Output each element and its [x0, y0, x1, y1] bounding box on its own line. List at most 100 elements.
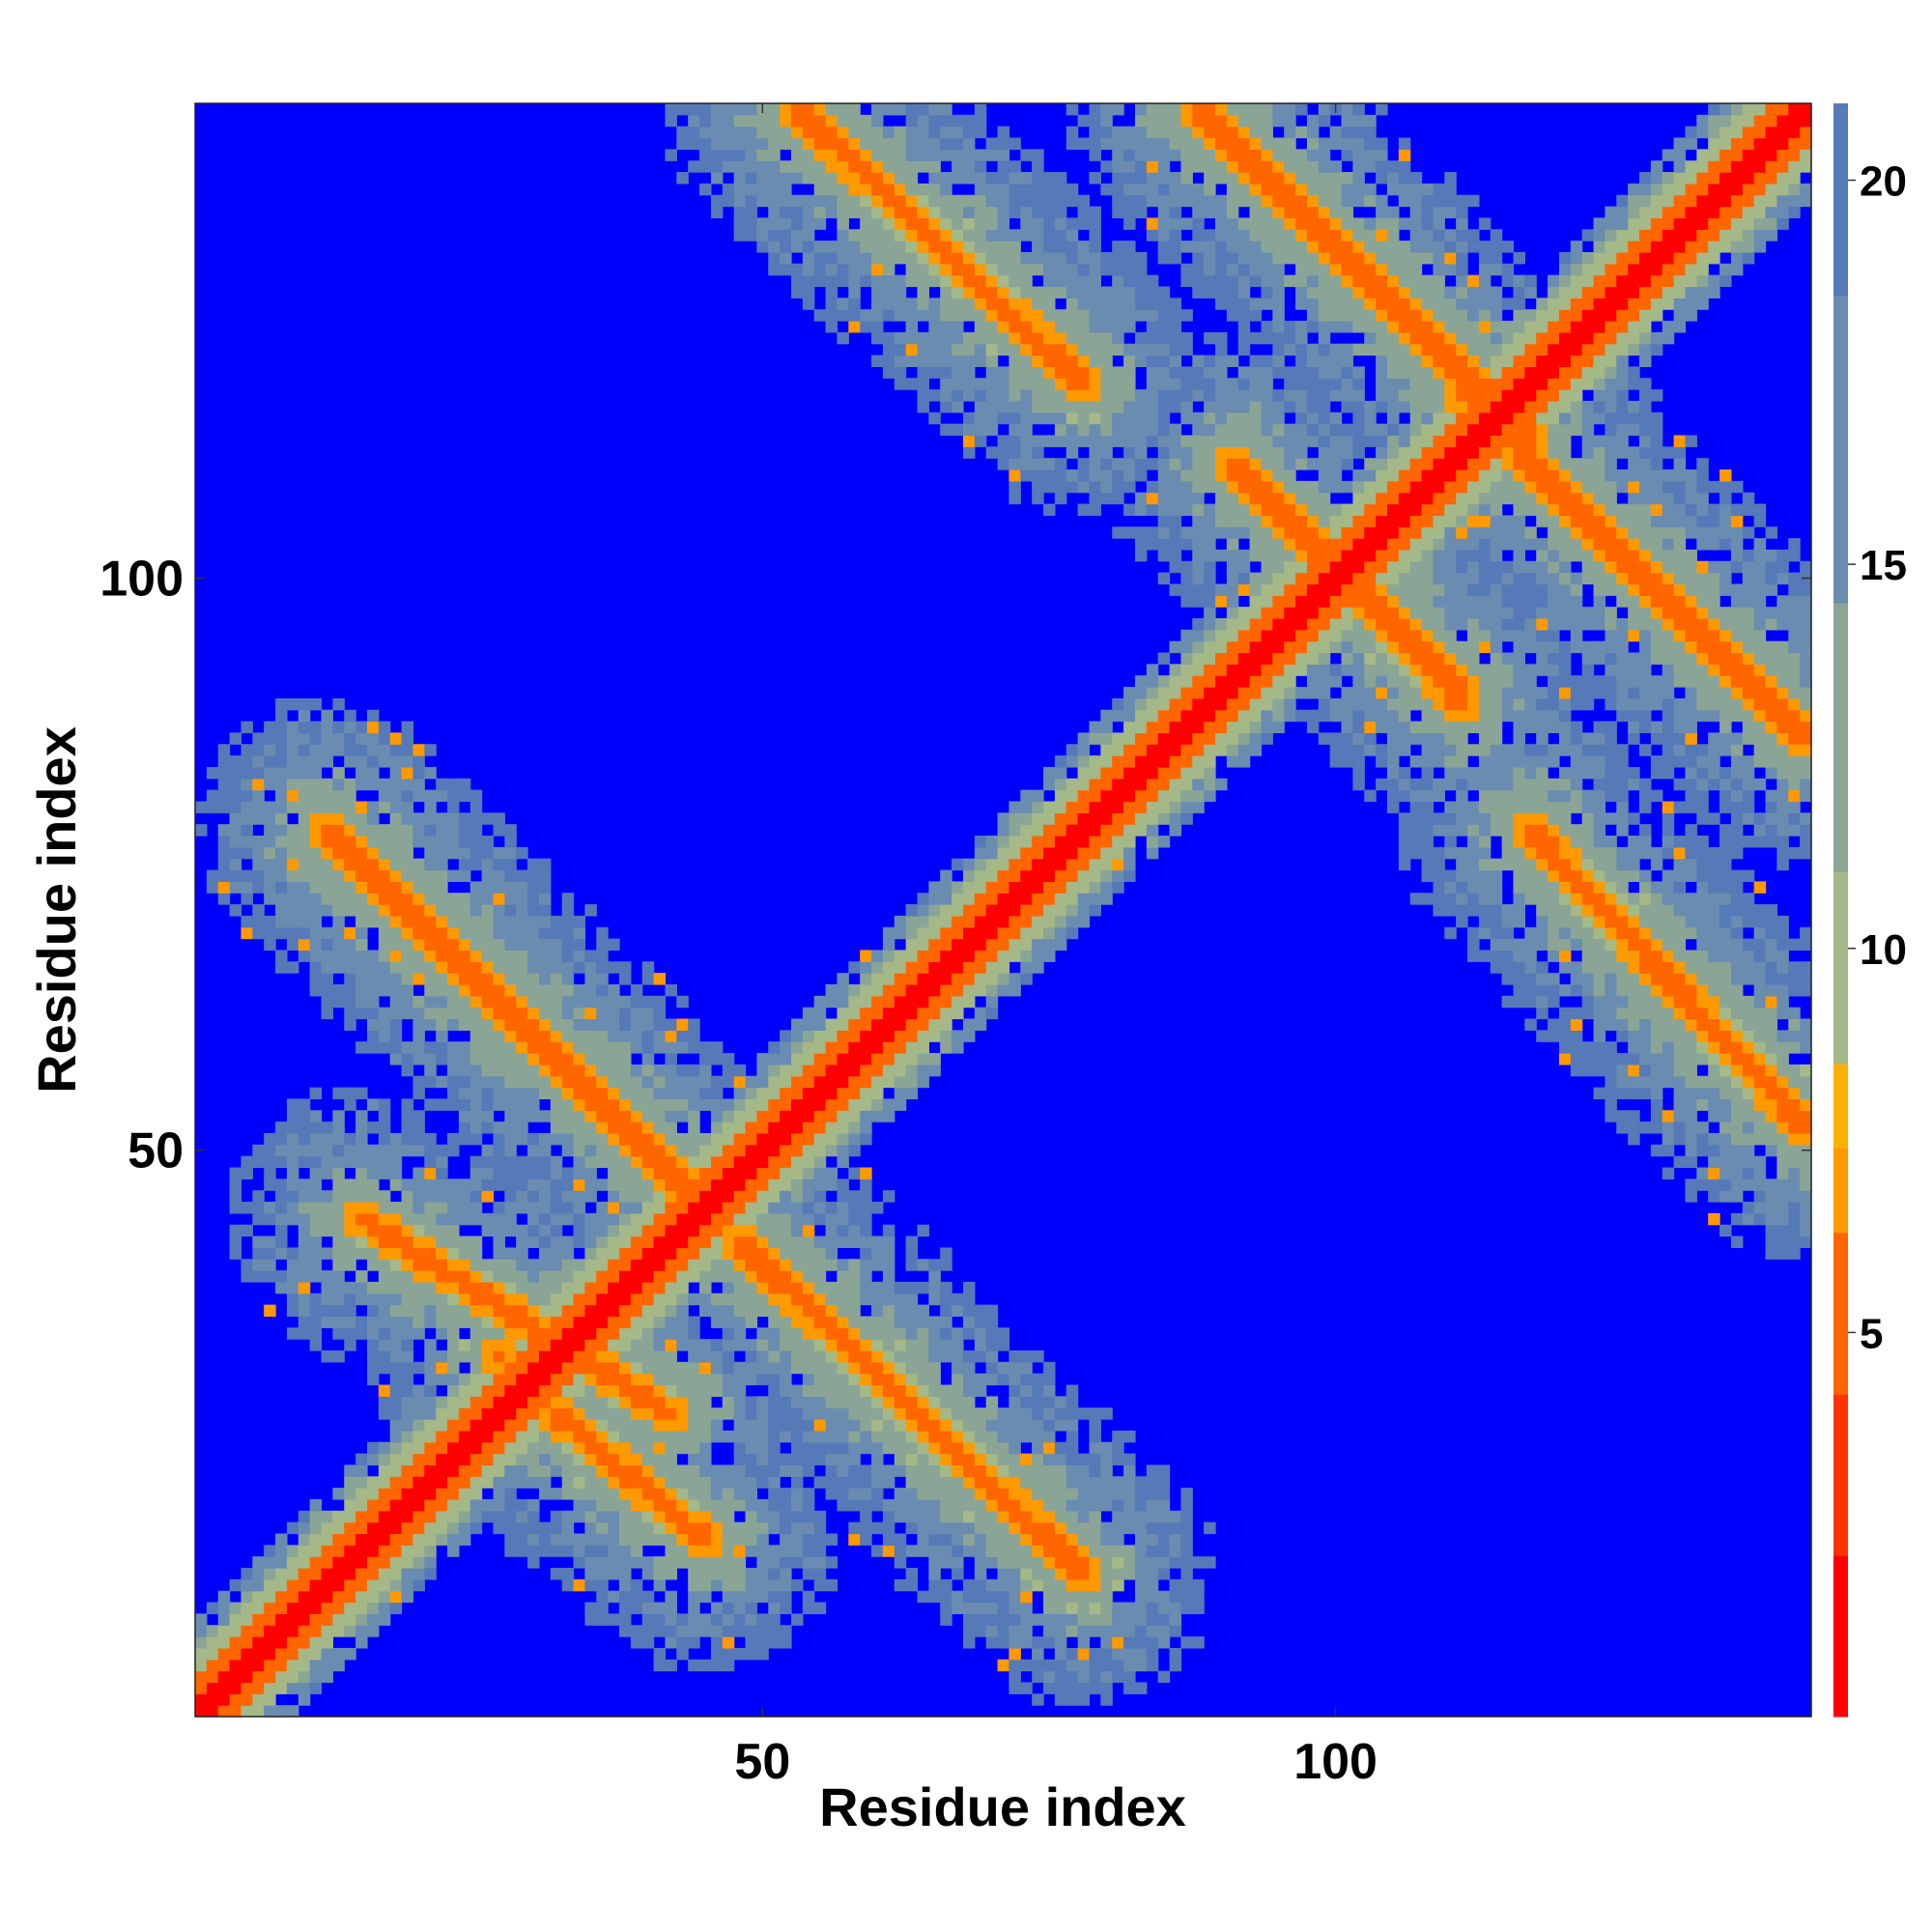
heatmap-cell	[905, 1568, 919, 1580]
heatmap-cell	[894, 1064, 907, 1077]
heatmap-cell	[860, 961, 872, 974]
heatmap-cell	[882, 1041, 895, 1054]
heatmap-cell	[538, 1476, 552, 1489]
heatmap-cell	[344, 950, 356, 962]
heatmap-cell	[527, 1453, 540, 1466]
heatmap-cell	[768, 1498, 781, 1512]
heatmap-cell	[905, 229, 919, 242]
heatmap-cell	[962, 172, 976, 185]
heatmap-cell	[974, 298, 987, 310]
heatmap-cell	[745, 217, 757, 230]
heatmap-cell	[768, 1041, 781, 1054]
heatmap-cell	[206, 1705, 219, 1718]
heatmap-cell	[309, 778, 323, 791]
heatmap-cell	[309, 755, 323, 768]
heatmap-cell	[298, 1293, 311, 1306]
heatmap-cell	[619, 1293, 632, 1306]
heatmap-cell	[813, 1453, 827, 1466]
heatmap-cell	[1123, 446, 1136, 459]
heatmap-cell	[837, 1030, 849, 1042]
heatmap-cell	[298, 1281, 311, 1294]
heatmap-cell	[298, 1545, 311, 1557]
heatmap-cell	[424, 973, 437, 985]
heatmap-cell	[1009, 343, 1021, 356]
heatmap-cell	[768, 1578, 781, 1592]
heatmap-cell	[596, 973, 609, 985]
heatmap-cell	[1089, 241, 1101, 253]
heatmap-cell	[905, 1075, 919, 1089]
heatmap-cell	[905, 355, 919, 368]
heatmap-cell	[985, 298, 999, 310]
heatmap-cell	[917, 926, 929, 940]
heatmap-cell	[825, 1350, 838, 1363]
heatmap-cell	[745, 1098, 757, 1111]
heatmap-cell	[469, 983, 483, 997]
heatmap-cell	[928, 194, 941, 208]
heatmap-cell	[447, 778, 460, 791]
heatmap-cell	[264, 1132, 276, 1146]
heatmap-cell	[516, 1270, 528, 1283]
heatmap-cell	[389, 995, 403, 1009]
heatmap-cell	[1100, 1693, 1113, 1706]
heatmap-cell	[1043, 480, 1056, 494]
heatmap-cell	[848, 1327, 861, 1340]
heatmap-cell	[366, 1590, 380, 1604]
heatmap-cell	[722, 1293, 735, 1306]
heatmap-cell	[286, 1202, 299, 1214]
heatmap-cell	[802, 1453, 815, 1466]
heatmap-cell	[962, 343, 976, 356]
heatmap-cell	[1020, 263, 1033, 276]
heatmap-cell	[1054, 469, 1067, 482]
heatmap-cell	[504, 973, 517, 985]
heatmap-cell	[436, 1293, 448, 1306]
heatmap-cell	[940, 1556, 952, 1569]
heatmap-cell	[1089, 812, 1101, 825]
heatmap-cell	[974, 1350, 987, 1363]
heatmap-cell	[756, 1419, 769, 1432]
heatmap-cell	[458, 1510, 471, 1523]
heatmap-cell	[710, 206, 724, 219]
heatmap-cell	[722, 1350, 735, 1363]
heatmap-cell	[630, 1590, 643, 1604]
heatmap-cell	[436, 1488, 448, 1500]
heatmap-cell	[1065, 1568, 1079, 1580]
heatmap-cell	[780, 241, 792, 253]
heatmap-cell	[768, 1419, 781, 1432]
heatmap-cell	[538, 1064, 552, 1077]
heatmap-cell	[905, 241, 919, 253]
heatmap-cell	[1032, 1373, 1044, 1386]
heatmap-cell	[366, 1602, 380, 1614]
heatmap-cell	[894, 1498, 907, 1512]
heatmap-cell	[1100, 126, 1113, 139]
heatmap-cell	[608, 1281, 620, 1294]
heatmap-cell	[1089, 869, 1101, 882]
heatmap-cell	[206, 1670, 219, 1684]
heatmap-cell	[871, 183, 884, 196]
heatmap-cell	[447, 1247, 460, 1260]
heatmap-cell	[860, 1190, 872, 1203]
heatmap-cell	[813, 1327, 827, 1340]
heatmap-cell	[837, 1122, 849, 1134]
heatmap-cell	[355, 904, 368, 917]
heatmap-cell	[928, 343, 941, 356]
heatmap-cell	[837, 274, 849, 288]
heatmap-cell	[424, 1488, 437, 1500]
heatmap-cell	[332, 1327, 345, 1340]
heatmap-cell	[619, 1007, 632, 1020]
heatmap-cell	[745, 1647, 757, 1661]
heatmap-cell	[940, 1533, 952, 1546]
heatmap-cell	[940, 1453, 952, 1466]
heatmap-cell	[538, 1087, 552, 1100]
heatmap-cell	[389, 1602, 403, 1614]
heatmap-cell	[641, 1064, 655, 1077]
heatmap-cell	[229, 858, 242, 871]
heatmap-cell	[1089, 1419, 1101, 1432]
heatmap-cell	[985, 1533, 999, 1546]
heatmap-cell	[584, 1212, 597, 1226]
heatmap-cell	[802, 1464, 815, 1477]
heatmap-cell	[366, 1122, 380, 1134]
heatmap-cell	[366, 904, 380, 917]
heatmap-cell	[848, 1488, 861, 1500]
heatmap-cell	[813, 1578, 827, 1592]
heatmap-cell	[584, 1144, 597, 1157]
